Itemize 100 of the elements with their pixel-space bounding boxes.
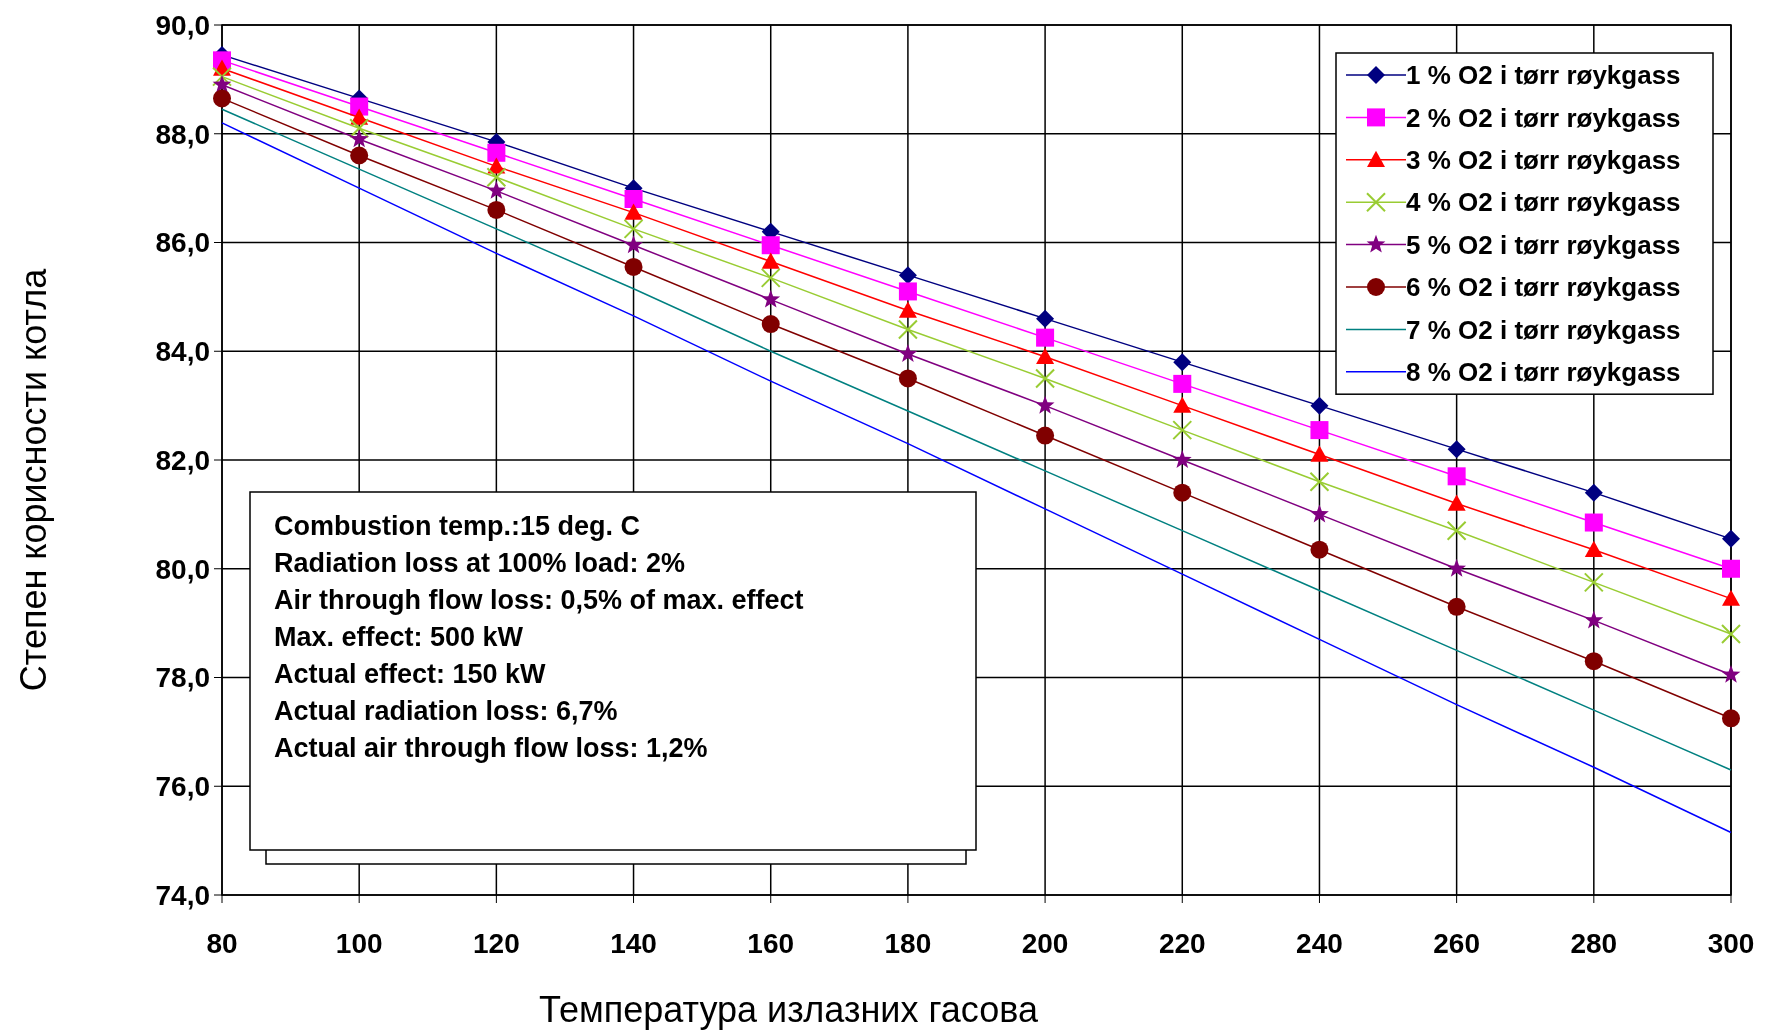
x-tick-label: 80 [206, 928, 238, 959]
y-tick-label: 86,0 [155, 227, 210, 259]
x-tick-label: 260 [1433, 928, 1480, 959]
point [1447, 467, 1466, 486]
point [897, 319, 918, 340]
point [1722, 589, 1740, 606]
y-tick-label: 78,0 [155, 662, 210, 694]
point [624, 257, 643, 276]
point [1584, 513, 1603, 532]
point [898, 266, 917, 285]
point [624, 190, 643, 208]
point [760, 267, 781, 288]
y-axis-title: Степен корисности котла [13, 267, 54, 692]
annotation: Actual radiation loss: 6,7% [274, 696, 618, 726]
point [1036, 328, 1055, 347]
y-tick-label: 82,0 [155, 444, 210, 476]
point [1722, 559, 1740, 578]
point [761, 289, 781, 308]
point [1173, 396, 1192, 413]
x-tick-label: 160 [747, 928, 795, 959]
x-tick-label: 120 [473, 928, 520, 959]
point [1583, 572, 1604, 593]
point [898, 369, 917, 388]
point [1584, 540, 1603, 557]
point [1172, 420, 1193, 441]
legend-label: 6 % O2 i tørr røykgass [1406, 272, 1681, 303]
annotation: Combustion temp.:15 deg. C [274, 511, 641, 541]
point [1722, 709, 1740, 728]
point [1309, 471, 1330, 492]
point [1721, 664, 1741, 683]
y-tick-label: 76,0 [155, 771, 210, 803]
legend-label: 2 % O2 i tørr røykgass [1406, 102, 1681, 133]
y-tick-label: 84,0 [155, 336, 210, 368]
point [761, 315, 780, 334]
point [624, 235, 643, 254]
point [1721, 624, 1741, 644]
point [486, 180, 506, 199]
point [1310, 396, 1329, 415]
point [1036, 347, 1055, 364]
y-tick-label: 88,0 [155, 118, 210, 150]
point [213, 89, 231, 108]
y-tick-label: 80,0 [155, 553, 210, 585]
point [349, 118, 370, 139]
y-tick-label: 74,0 [155, 879, 210, 911]
legend-label: 3 % O2 i tørr røykgass [1406, 144, 1681, 175]
point [1447, 558, 1467, 577]
x-tick-label: 300 [1707, 928, 1755, 959]
point [1036, 426, 1055, 445]
point [487, 143, 506, 162]
point [350, 146, 369, 165]
point [898, 301, 917, 318]
point [761, 252, 780, 269]
x-tick-label: 240 [1296, 928, 1343, 959]
legend-label: 4 % O2 i tørr røykgass [1406, 187, 1681, 218]
legend-label: 7 % O2 i tørr røykgass [1406, 314, 1681, 345]
point [624, 203, 643, 220]
point [1722, 529, 1740, 548]
point [623, 218, 644, 239]
point [349, 129, 369, 148]
point [1173, 353, 1192, 372]
point [898, 282, 917, 301]
point [1173, 374, 1192, 393]
point [1035, 395, 1055, 414]
point [212, 66, 232, 87]
point [761, 236, 780, 255]
point [1036, 309, 1055, 328]
annotation: Max. effect: 500 kW [274, 622, 524, 652]
point [1173, 483, 1192, 502]
point [1035, 368, 1056, 389]
legend-label: 1 % O2 i tørr røykgass [1406, 60, 1681, 91]
point [1447, 440, 1466, 459]
point [1584, 610, 1604, 629]
x-tick-label: 140 [610, 928, 657, 959]
point [1447, 597, 1466, 616]
point [1310, 504, 1329, 523]
x-tick-label: 200 [1021, 928, 1069, 959]
y-tick-label: 90,0 [155, 9, 210, 41]
point [212, 74, 232, 93]
annotation: Air through flow loss: 0,5% of max. effect [274, 585, 804, 615]
point [1310, 421, 1329, 440]
point [1446, 520, 1467, 541]
point [486, 167, 507, 188]
x-axis-title: Температура излазних гасова [539, 989, 1039, 1030]
annotation: Actual air through flow loss: 1,2% [274, 733, 708, 763]
point [1584, 652, 1603, 671]
point [1310, 445, 1329, 462]
point [1584, 483, 1603, 502]
x-tick-label: 100 [335, 928, 383, 959]
annotation: Actual effect: 150 kW [274, 659, 547, 689]
point [487, 200, 506, 219]
legend-label: 8 % O2 i tørr røykgass [1406, 356, 1681, 387]
point [1310, 540, 1329, 559]
point [1447, 494, 1466, 511]
legend-label: 5 % O2 i tørr røykgass [1406, 229, 1681, 260]
x-tick-label: 180 [884, 928, 932, 959]
point [1172, 450, 1192, 469]
x-tick-label: 220 [1158, 928, 1206, 959]
x-tick-label: 280 [1570, 928, 1618, 959]
annotation: Radiation loss at 100% load: 2% [274, 548, 686, 578]
point [898, 344, 918, 362]
